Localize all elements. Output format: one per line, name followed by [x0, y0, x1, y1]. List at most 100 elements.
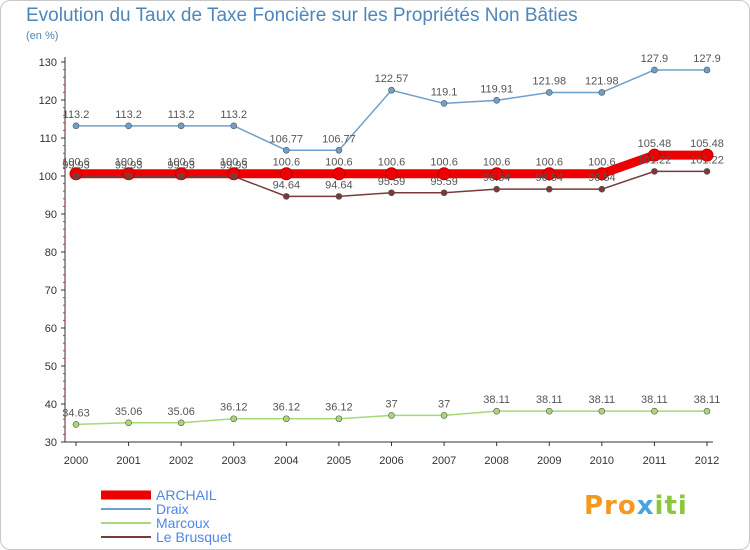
data-point [651, 407, 658, 415]
data-point [598, 89, 606, 96]
y-unit-label: (en %) [26, 30, 59, 42]
data-point [283, 193, 290, 200]
legend-label: ARCHAIL [156, 487, 217, 503]
data-label: 127.9 [693, 53, 721, 65]
x-tick-label: 2009 [537, 455, 561, 467]
data-label: 36.12 [325, 402, 353, 414]
data-point [125, 172, 132, 180]
data-label: 119.91 [480, 83, 513, 95]
data-label: 99.93 [167, 159, 195, 171]
data-point [440, 189, 448, 197]
data-label: 121.98 [532, 75, 566, 87]
data-point [388, 412, 395, 419]
data-label: 100.6 [220, 157, 248, 169]
data-label: 38.11 [641, 394, 668, 406]
y-tick-label: 50 [45, 361, 57, 373]
data-label: 38.11 [483, 394, 510, 406]
data-point [177, 419, 185, 427]
data-label: 113.2 [220, 109, 247, 121]
y-tick-label: 70 [45, 285, 57, 297]
data-point [388, 189, 395, 197]
data-point [437, 167, 451, 181]
data-point [125, 419, 132, 427]
data-label: 127.9 [641, 53, 669, 65]
x-tick-label: 2003 [222, 455, 246, 467]
data-label: 35.06 [167, 406, 195, 418]
data-point [230, 122, 238, 130]
data-label: 113.2 [168, 109, 195, 121]
data-point [283, 146, 290, 154]
data-label: 99.93 [220, 159, 248, 171]
data-point [335, 415, 343, 423]
data-point [493, 185, 500, 193]
data-label: 96.54 [483, 172, 511, 184]
data-label: 100.6 [535, 157, 563, 169]
data-label: 100.6 [325, 157, 353, 169]
data-point [332, 167, 346, 181]
y-tick-label: 30 [45, 437, 57, 449]
data-point [177, 172, 185, 180]
data-label: 95.59 [430, 176, 458, 188]
data-label: 36.12 [220, 402, 248, 414]
y-tick-label: 80 [45, 247, 57, 259]
data-label: 113.2 [63, 109, 90, 121]
data-label: 122.57 [375, 73, 409, 85]
data-point [545, 185, 553, 193]
data-point [230, 415, 238, 423]
data-label: 38.11 [694, 394, 721, 406]
data-label: 105.48 [690, 138, 724, 150]
data-point [545, 407, 553, 415]
data-label: 94.64 [325, 179, 353, 191]
data-label: 34.63 [62, 407, 90, 419]
data-point [490, 167, 504, 181]
data-label: 99.93 [62, 159, 90, 171]
x-tick-label: 2006 [379, 455, 403, 467]
data-label: 100.6 [115, 157, 143, 169]
data-label: 106.77 [270, 133, 304, 145]
x-tick-label: 2010 [590, 455, 614, 467]
data-label: 38.11 [588, 394, 615, 406]
data-label: 100.6 [273, 157, 301, 169]
legend-label: Marcoux [156, 515, 210, 531]
data-label: 95.59 [378, 176, 406, 188]
x-tick-label: 2000 [64, 455, 88, 467]
y-tick-label: 100 [39, 171, 57, 183]
data-label: 100.6 [430, 157, 458, 169]
y-tick-label: 60 [45, 323, 57, 335]
data-point [388, 86, 395, 94]
data-point [647, 148, 661, 162]
data-label: 38.11 [536, 394, 563, 406]
data-point [335, 193, 343, 200]
x-tick-label: 2008 [484, 455, 508, 467]
data-point [72, 122, 80, 130]
data-label: 119.1 [431, 86, 458, 98]
data-label: 100.6 [167, 157, 195, 169]
data-point [279, 167, 293, 181]
y-tick-label: 90 [45, 209, 57, 221]
x-tick-label: 2012 [695, 455, 719, 467]
data-label: 37 [385, 398, 397, 410]
data-point [545, 89, 553, 96]
x-tick-label: 2005 [327, 455, 351, 467]
data-point [703, 168, 711, 175]
data-label: 99.93 [115, 159, 143, 171]
y-tick-label: 110 [39, 133, 57, 145]
data-label: 101.22 [690, 154, 724, 166]
data-label: 100.6 [62, 157, 90, 169]
data-label: 36.12 [273, 402, 301, 414]
data-point [440, 100, 448, 107]
data-point [493, 97, 500, 104]
data-label: 100.6 [588, 157, 616, 169]
data-point [283, 415, 290, 423]
data-point [72, 421, 80, 428]
data-point [595, 167, 609, 181]
data-label: 96.54 [535, 172, 563, 184]
data-point [598, 185, 606, 193]
x-tick-label: 2002 [169, 455, 193, 467]
y-tick-label: 120 [39, 95, 57, 107]
data-label: 101.22 [638, 154, 672, 166]
data-label: 94.64 [273, 179, 301, 191]
data-point [703, 407, 711, 415]
